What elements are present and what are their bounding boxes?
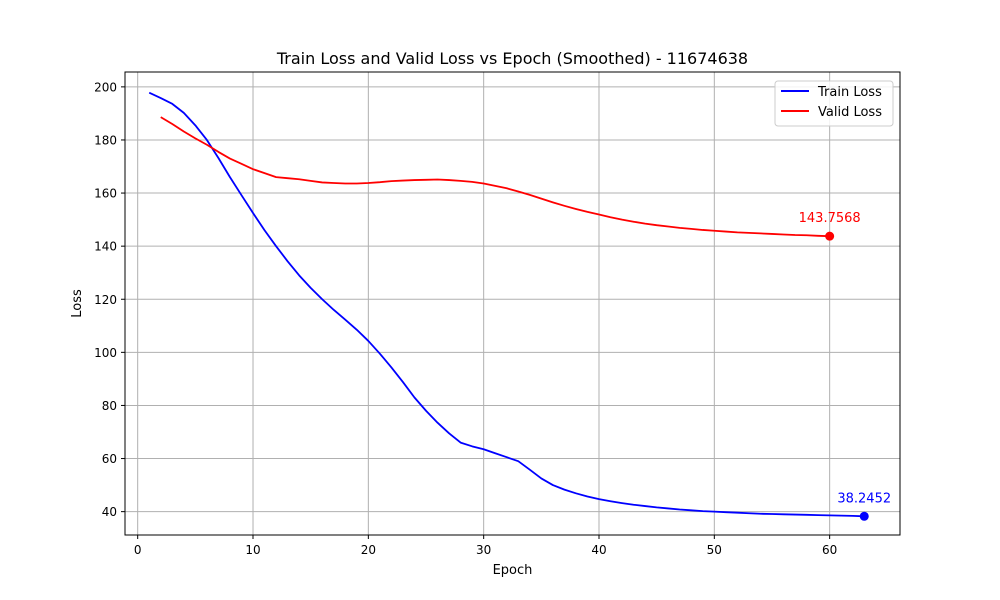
y-tick-label: 60 <box>102 452 117 466</box>
plot-frame <box>124 71 901 536</box>
grid-lines <box>125 72 900 535</box>
series-group: 38.2452 143.7568 <box>148 91 891 521</box>
train-loss-end-label: 38.2452 <box>837 491 891 506</box>
y-axis-label: Loss <box>70 289 85 318</box>
x-tick-label: 10 <box>245 543 260 557</box>
y-tick-label: 80 <box>102 399 117 413</box>
x-axis-label: Epoch <box>493 563 533 578</box>
train-loss-line <box>148 91 865 518</box>
y-tick-label: 160 <box>94 187 117 201</box>
legend-train-label: Train Loss <box>817 85 882 100</box>
tick-group: 0 10 20 30 40 50 60 40 60 80 100 120 140 160 180 200 <box>94 80 837 557</box>
x-tick-label: 40 <box>591 543 606 557</box>
x-tick-label: 20 <box>361 543 376 557</box>
y-tick-label: 200 <box>94 80 117 94</box>
valid-loss-end-marker <box>825 231 835 241</box>
y-tick-label: 140 <box>94 240 117 254</box>
train-loss-end-marker <box>859 511 869 521</box>
x-tick-label: 60 <box>822 543 837 557</box>
x-tick-label: 50 <box>707 543 722 557</box>
valid-loss-line <box>160 116 830 238</box>
y-tick-label: 180 <box>94 133 117 147</box>
valid-loss-end-label: 143.7568 <box>799 211 861 226</box>
x-tick-label: 30 <box>476 543 491 557</box>
y-tick-label: 100 <box>94 346 117 360</box>
legend-valid-label: Valid Loss <box>818 105 882 120</box>
chart-title: Train Loss and Valid Loss vs Epoch (Smoo… <box>276 49 748 68</box>
y-tick-label: 120 <box>94 293 117 307</box>
y-tick-label: 40 <box>102 505 117 519</box>
legend-box <box>774 80 894 127</box>
x-tick-label: 0 <box>134 543 142 557</box>
legend: Train Loss Valid Loss <box>774 80 894 127</box>
